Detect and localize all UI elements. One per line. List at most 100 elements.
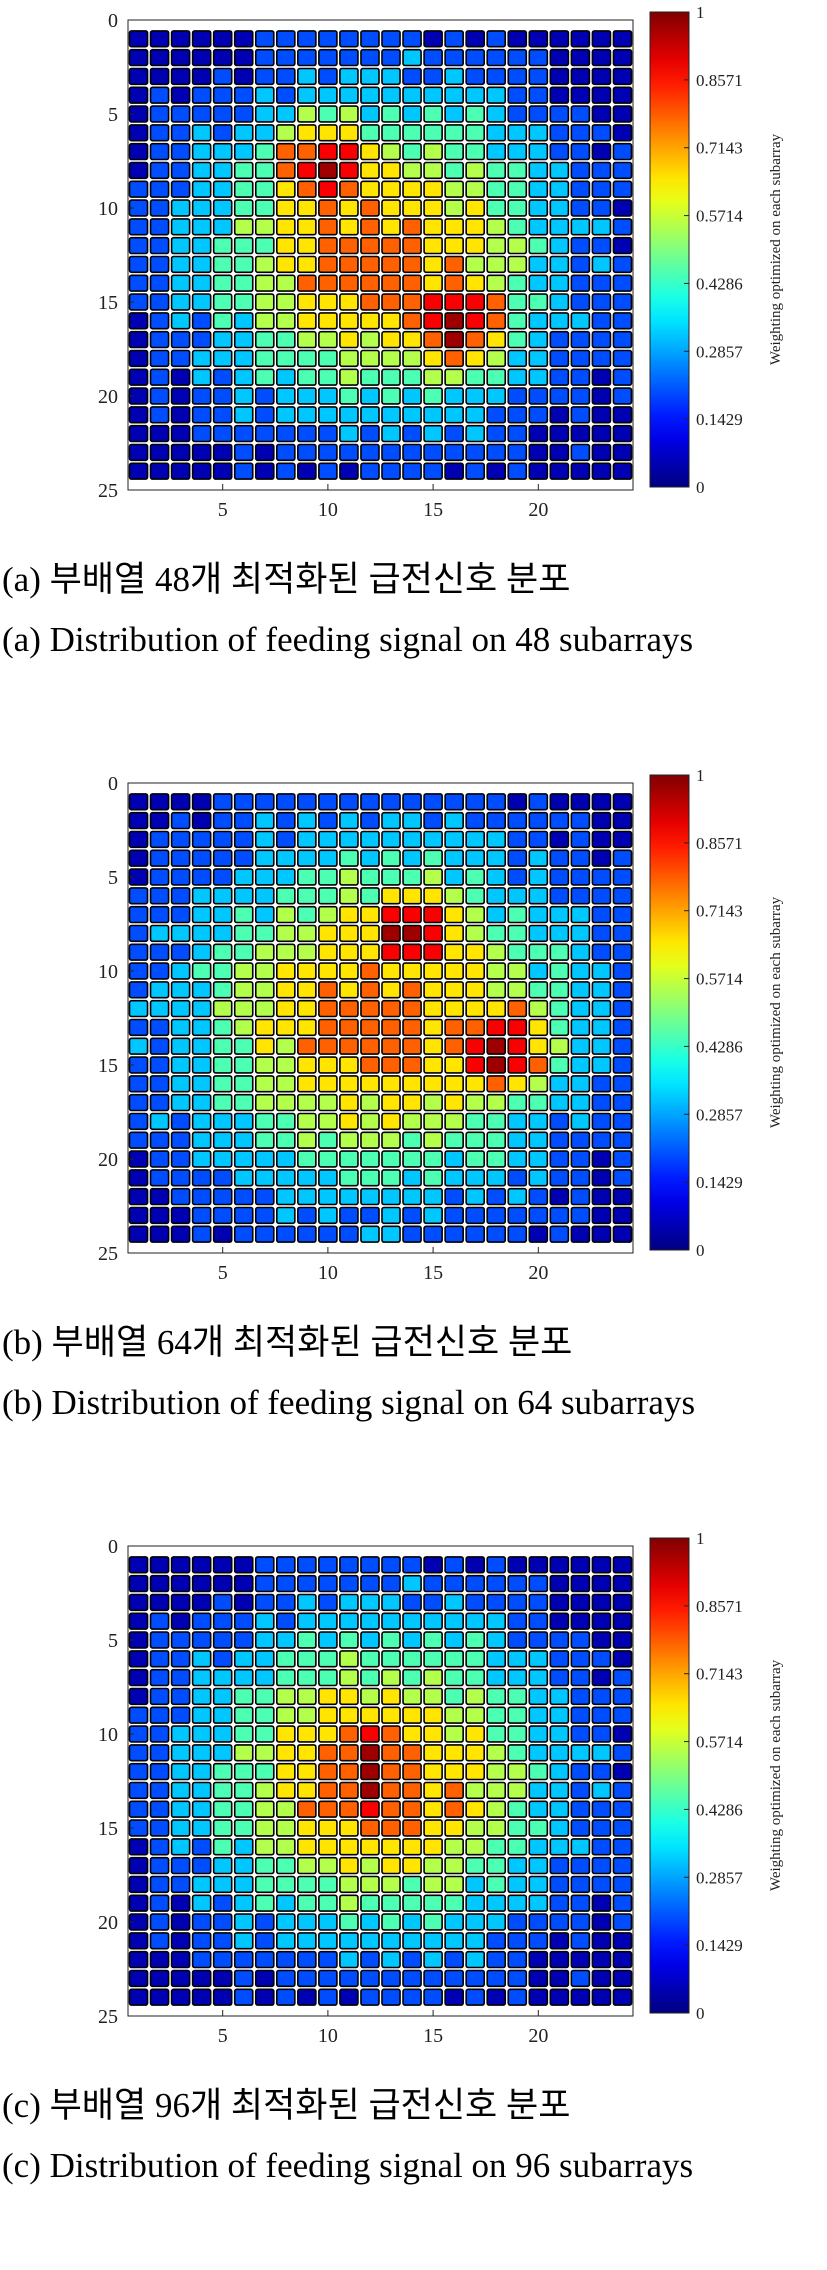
heatmap-cell	[612, 1574, 633, 1593]
heatmap-cell	[528, 1687, 549, 1706]
heatmap-cell	[528, 1150, 549, 1168]
heatmap-cell	[465, 1556, 486, 1574]
heatmap-cell	[297, 199, 317, 217]
heatmap-cell	[339, 1894, 359, 1912]
heatmap-cell	[360, 330, 380, 349]
heatmap-cell	[297, 48, 317, 67]
heatmap-cell	[528, 124, 549, 142]
heatmap-cell	[297, 312, 317, 330]
heatmap-cell	[254, 30, 275, 48]
heatmap-cell	[444, 443, 464, 462]
heatmap-cell	[191, 1969, 212, 1988]
heatmap-cell	[149, 1781, 170, 1800]
heatmap-cell	[191, 293, 212, 311]
heatmap-cell	[591, 1093, 612, 1112]
heatmap-cell	[423, 1075, 443, 1093]
heatmap-cell	[528, 887, 549, 905]
heatmap-cell	[233, 1574, 254, 1593]
heatmap-cell	[486, 236, 507, 255]
heatmap-cell	[381, 406, 401, 424]
heatmap-cell	[486, 1875, 507, 1894]
heatmap-cell	[465, 387, 486, 405]
heatmap-cell	[507, 811, 528, 830]
heatmap-cell	[233, 1687, 254, 1706]
heatmap-cell	[549, 1744, 570, 1762]
heatmap-cell	[465, 293, 486, 311]
heatmap-cell	[549, 1762, 570, 1781]
heatmap-cell	[233, 387, 254, 405]
colorbar-label: Weighting optimized on each subarray	[768, 133, 784, 365]
heatmap-cell	[591, 1150, 612, 1168]
heatmap-cell	[549, 1018, 570, 1037]
heatmap-cell	[191, 48, 212, 67]
heatmap-cell	[444, 962, 464, 980]
heatmap-cell	[549, 1075, 570, 1093]
heatmap-cell	[149, 424, 170, 443]
heatmap-cell	[507, 1913, 528, 1931]
heatmap-cell	[212, 1856, 233, 1875]
heatmap-cell	[381, 105, 401, 123]
heatmap-cell	[275, 1574, 296, 1593]
heatmap-cell	[275, 1932, 296, 1950]
heatmap-cell	[254, 236, 275, 255]
heatmap-cell	[423, 1131, 443, 1149]
heatmap-cell	[233, 86, 254, 104]
heatmap-cell	[149, 924, 170, 943]
heatmap-cell	[275, 887, 296, 905]
heatmap-cell	[149, 1969, 170, 1988]
heatmap-cell	[297, 105, 317, 123]
heatmap-cell	[318, 274, 338, 292]
heatmap-cell	[465, 962, 486, 980]
heatmap-cell	[339, 830, 359, 849]
heatmap-cell	[212, 30, 233, 48]
heatmap-cell	[297, 1037, 317, 1055]
heatmap-cell	[297, 424, 317, 443]
heatmap-cell	[318, 1668, 338, 1687]
heatmap-cell	[612, 1932, 633, 1950]
heatmap-cell	[360, 218, 380, 236]
heatmap-cell	[402, 1875, 422, 1894]
heatmap-cell	[486, 86, 507, 104]
y-tick-label: 20	[98, 1149, 118, 1171]
heatmap-cell	[612, 105, 633, 123]
heatmap-cell	[549, 124, 570, 142]
heatmap-cell	[402, 1056, 422, 1074]
heatmap-cell	[191, 924, 212, 943]
heatmap-cell	[402, 218, 422, 236]
heatmap-cell	[423, 48, 443, 67]
y-tick-label: 20	[98, 1912, 118, 1934]
heatmap-cell	[360, 999, 380, 1018]
heatmap-cell	[465, 255, 486, 274]
heatmap-cell	[381, 1650, 401, 1668]
heatmap-cell	[275, 274, 296, 292]
heatmap-cell	[423, 1706, 443, 1724]
heatmap-cell	[318, 1018, 338, 1037]
heatmap-cell	[444, 1056, 464, 1074]
heatmap-cell	[170, 406, 191, 424]
heatmap-cell	[212, 999, 233, 1018]
heatmap-cell	[528, 1950, 549, 1969]
heatmap-cell	[528, 142, 549, 161]
heatmap-cell	[465, 1631, 486, 1649]
heatmap-cell	[465, 1781, 486, 1800]
heatmap-cell	[149, 887, 170, 905]
heatmap-cell	[297, 124, 317, 142]
heatmap-cell	[170, 1781, 191, 1800]
heatmap-cell	[297, 1169, 317, 1187]
colorbar-tick-label: 0	[696, 1241, 705, 1260]
heatmap-cell	[275, 999, 296, 1018]
heatmap-cell	[591, 406, 612, 424]
heatmap-cell	[212, 1725, 233, 1743]
heatmap-cell	[570, 1112, 591, 1131]
heatmap-cell	[402, 1225, 422, 1243]
heatmap-cell	[297, 1932, 317, 1950]
heatmap-cell	[149, 255, 170, 274]
heatmap-cell	[528, 349, 549, 368]
heatmap-cell	[275, 1112, 296, 1131]
heatmap-cell	[465, 1969, 486, 1988]
heatmap-cell	[507, 218, 528, 236]
heatmap-cell	[149, 1875, 170, 1894]
heatmap-cell	[275, 1056, 296, 1074]
heatmap-cell	[570, 1131, 591, 1149]
heatmap-cell	[570, 1762, 591, 1781]
